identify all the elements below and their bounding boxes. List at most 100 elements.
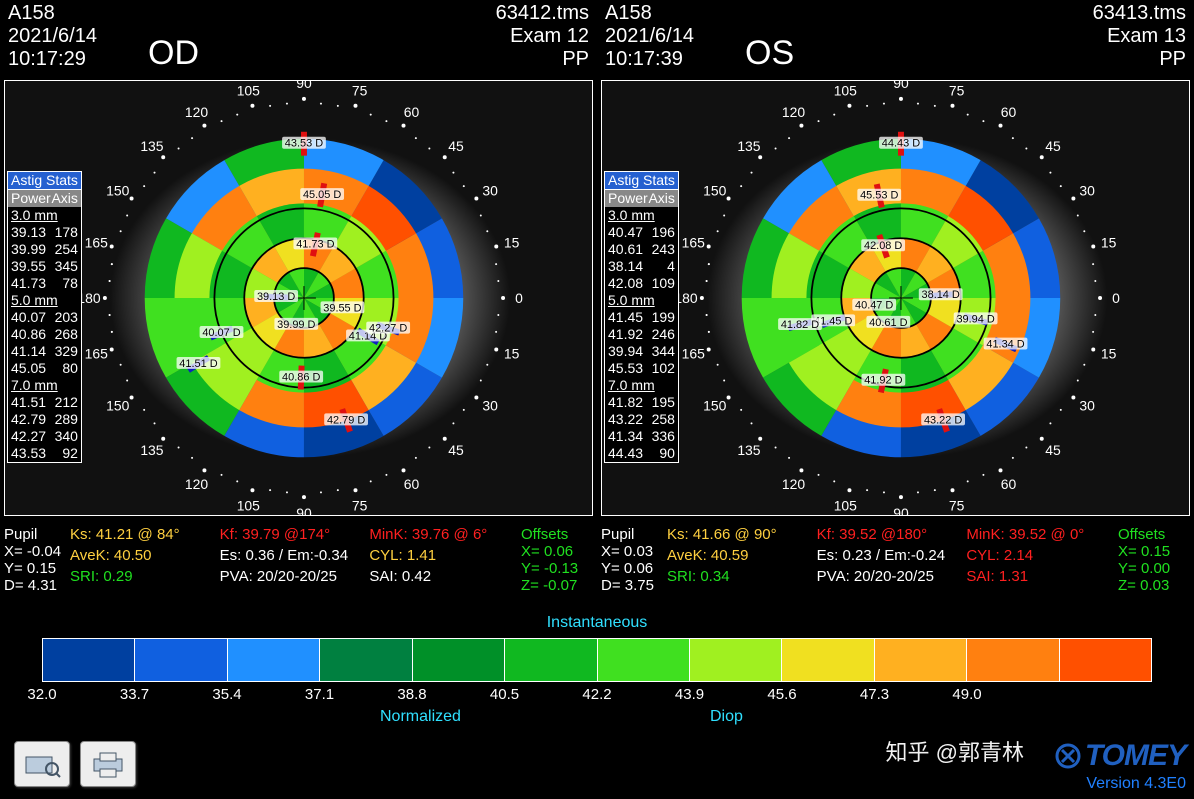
astig-row: 42.27340 xyxy=(8,428,81,445)
svg-text:105: 105 xyxy=(237,498,260,514)
topography-map[interactable]: 0151530304545606075759090105105120120135… xyxy=(4,80,593,516)
astig-row: 40.86268 xyxy=(8,326,81,343)
svg-text:41.82 D: 41.82 D xyxy=(781,319,819,331)
stats-col: Kf: 39.79 @174°Es: 0.36 / Em:-0.34PVA: 2… xyxy=(218,522,368,612)
stats-os: PupilX= 0.03Y= 0.06D= 3.75 Ks: 41.66 @ 9… xyxy=(597,522,1194,612)
svg-text:105: 105 xyxy=(834,498,857,514)
color-swatch xyxy=(875,639,967,681)
svg-text:150: 150 xyxy=(703,397,726,413)
scale-value: 35.4 xyxy=(181,686,274,703)
svg-text:15: 15 xyxy=(504,346,520,362)
stats-col: Ks: 41.21 @ 84°AveK: 40.50SRI: 0.29 xyxy=(68,522,218,612)
astig-row: 39.94344 xyxy=(605,343,678,360)
astig-row: 41.82195 xyxy=(605,394,678,411)
astig-stats-box: Astig Stats PowerAxis 3.0 mm 39.1317839.… xyxy=(7,171,82,463)
astig-header: PowerAxis xyxy=(605,190,678,207)
diop-label: Diop xyxy=(710,708,743,726)
stat-value: SAI: 0.42 xyxy=(369,568,515,585)
svg-text:43.53 D: 43.53 D xyxy=(285,138,323,150)
svg-text:15: 15 xyxy=(1101,234,1117,250)
stat-value: AveK: 40.59 xyxy=(667,547,813,564)
normalized-label: Normalized xyxy=(380,708,461,726)
stat-value: Ks: 41.66 @ 90° xyxy=(667,526,813,543)
astig-section-label: 3.0 mm xyxy=(8,207,81,224)
svg-text:150: 150 xyxy=(106,397,129,413)
scale-value: 37.1 xyxy=(273,686,366,703)
svg-text:135: 135 xyxy=(737,138,760,154)
svg-text:0: 0 xyxy=(1112,290,1120,306)
svg-text:30: 30 xyxy=(1079,397,1095,413)
svg-text:90: 90 xyxy=(893,505,909,515)
stat-value: PVA: 20/20-20/25 xyxy=(817,568,963,585)
stat-value: Kf: 39.52 @180° xyxy=(817,526,963,543)
pupil-info: PupilX= 0.03Y= 0.06D= 3.75 xyxy=(597,522,665,612)
astig-row: 41.51212 xyxy=(8,394,81,411)
astig-row: 43.22258 xyxy=(605,411,678,428)
color-swatch xyxy=(320,639,412,681)
svg-text:45: 45 xyxy=(1045,138,1061,154)
file-name: 63412.tms xyxy=(496,2,589,25)
color-swatch xyxy=(1060,639,1151,681)
astig-row: 39.13178 xyxy=(8,224,81,241)
svg-text:41.92 D: 41.92 D xyxy=(864,375,902,387)
svg-text:45.05 D: 45.05 D xyxy=(303,189,341,201)
toolbar xyxy=(14,741,136,787)
astig-section-label: 3.0 mm xyxy=(605,207,678,224)
svg-text:44.43 D: 44.43 D xyxy=(882,138,920,150)
svg-text:120: 120 xyxy=(185,476,208,492)
panel-os: A158 2021/6/14 10:17:39 63413.tms Exam 1… xyxy=(597,0,1194,522)
svg-text:40.86 D: 40.86 D xyxy=(282,372,320,384)
exam-time: 10:17:39 xyxy=(605,48,694,71)
scale-value: 38.8 xyxy=(366,686,459,703)
color-swatch xyxy=(505,639,597,681)
svg-text:41.34 D: 41.34 D xyxy=(986,339,1024,351)
stats-col: Kf: 39.52 @180° Es: 0.23 / Em:-0.24 PVA: 2… xyxy=(815,522,965,612)
svg-text:105: 105 xyxy=(237,82,260,98)
svg-text:60: 60 xyxy=(404,476,420,492)
svg-text:165: 165 xyxy=(682,234,705,250)
pp-label: PP xyxy=(496,48,589,71)
svg-text:60: 60 xyxy=(404,104,420,120)
svg-text:165: 165 xyxy=(85,234,108,250)
astig-row: 41.7378 xyxy=(8,275,81,292)
scale-value: 40.5 xyxy=(458,686,551,703)
svg-text:75: 75 xyxy=(352,498,368,514)
svg-text:135: 135 xyxy=(140,138,163,154)
svg-text:45: 45 xyxy=(448,138,464,154)
scale-value: 42.2 xyxy=(551,686,644,703)
topography-map[interactable]: 0151530304545606075759090105105120120135… xyxy=(601,80,1190,516)
offsets-info: OffsetsX= 0.15Y= 0.00Z= 0.03 xyxy=(1114,522,1194,612)
stat-value: Es: 0.23 / Em:-0.24 xyxy=(817,547,963,564)
brand-logo: TOMEY xyxy=(1055,739,1186,773)
astig-row: 41.92246 xyxy=(605,326,678,343)
stat-value: PVA: 20/20-20/25 xyxy=(220,568,366,585)
color-scale xyxy=(42,638,1152,682)
svg-text:38.14 D: 38.14 D xyxy=(922,289,960,301)
exam-date: 2021/6/14 xyxy=(8,25,97,48)
svg-text:135: 135 xyxy=(737,442,760,458)
svg-text:41.73 D: 41.73 D xyxy=(296,238,334,250)
svg-text:42.79 D: 42.79 D xyxy=(327,414,365,426)
color-swatch xyxy=(967,639,1059,681)
stats-col: MinK: 39.52 @ 0°CYL: 2.14SAI: 1.31 xyxy=(964,522,1114,612)
exam-date: 2021/6/14 xyxy=(605,25,694,48)
svg-text:43.22 D: 43.22 D xyxy=(924,414,962,426)
svg-text:42.08 D: 42.08 D xyxy=(864,240,902,252)
astig-section-label: 7.0 mm xyxy=(605,377,678,394)
svg-text:135: 135 xyxy=(140,442,163,458)
eye-label: OS xyxy=(745,34,794,73)
panel-od: A158 2021/6/14 10:17:29 63412.tms Exam 1… xyxy=(0,0,597,522)
header: A158 2021/6/14 10:17:29 63412.tms Exam 1… xyxy=(0,0,597,80)
astig-row: 42.08109 xyxy=(605,275,678,292)
print-button[interactable] xyxy=(80,741,136,787)
scale-value: 43.9 xyxy=(643,686,736,703)
view-button[interactable] xyxy=(14,741,70,787)
stat-value: CYL: 2.14 xyxy=(966,547,1112,564)
svg-text:45: 45 xyxy=(1045,442,1061,458)
watermark: 知乎 @郭青林 xyxy=(886,735,1024,767)
pp-label: PP xyxy=(1093,48,1186,71)
svg-text:39.55 D: 39.55 D xyxy=(323,302,361,314)
astig-row: 38.144 xyxy=(605,258,678,275)
svg-text:165: 165 xyxy=(682,346,705,362)
stat-value: SRI: 0.34 xyxy=(667,568,813,585)
